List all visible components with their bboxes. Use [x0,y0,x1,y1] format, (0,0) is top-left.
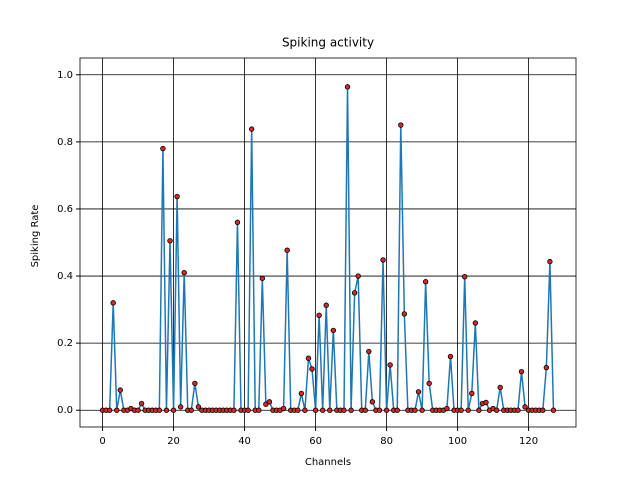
data-point [231,407,237,413]
data-point [540,407,546,413]
data-point [387,362,393,368]
data-point [327,407,333,413]
data-point [234,219,241,226]
y-tick-label: 0.6 [57,204,73,215]
data-point [493,407,500,413]
data-point [298,390,305,397]
data-point [316,312,322,318]
data-point [305,355,312,361]
data-point [135,407,141,413]
data-point [483,399,489,406]
data-point [376,407,383,413]
x-tick-label: 120 [519,436,538,447]
x-tick-label: 80 [380,436,393,447]
data-point [266,399,273,405]
y-tick-label: 0.4 [57,271,73,282]
data-point [522,404,528,410]
data-point [163,407,170,413]
data-point [138,400,145,407]
data-point [444,405,450,412]
data-point [401,311,408,317]
x-axis-label: Channels [305,457,351,468]
data-point [302,407,308,413]
data-point [295,407,301,413]
data-point [518,368,525,375]
data-point [181,269,187,276]
data-point [355,273,361,279]
data-point [114,407,120,413]
data-point [348,407,354,413]
y-tick-label: 1.0 [57,70,73,81]
data-point [366,348,372,355]
x-tick-label: 60 [309,436,322,447]
data-point [284,247,290,253]
data-point [543,364,550,371]
data-point [256,407,262,413]
data-point [192,380,198,387]
data-line [102,86,555,414]
data-point [170,407,177,413]
data-point [472,320,479,326]
data-point [383,407,390,413]
data-point [167,238,173,244]
x-tick-label: 40 [238,436,251,447]
data-point [110,300,116,306]
data-point [369,399,376,405]
data-point [415,389,422,395]
data-point [106,407,113,413]
data-point [174,193,180,200]
data-point [380,257,386,263]
data-point [312,407,319,413]
data-point [398,122,404,128]
data-point [195,404,202,410]
data-point [309,366,315,372]
data-point [458,407,464,413]
data-point [465,407,471,413]
y-tick-label: 0.0 [57,405,73,416]
data-point [497,384,503,391]
x-tick-label: 0 [99,436,105,447]
data-point [412,407,418,413]
data-point [476,407,482,413]
data-point [248,126,255,132]
data-point [188,407,195,413]
data-point [547,258,553,265]
data-point [362,407,368,413]
data-point [550,407,557,413]
data-point [351,290,358,296]
y-axis-label: Spiking Rate [30,205,41,268]
data-point [259,275,266,282]
data-point [245,407,251,413]
data-point [160,145,166,152]
data-point [344,84,351,90]
data-point [156,407,163,413]
data-point [447,353,454,360]
y-tick-label: 0.8 [57,137,73,148]
y-tick-label: 0.2 [57,338,73,349]
data-point [117,387,123,393]
data-point [394,407,400,413]
data-point [422,279,429,285]
data-point [177,404,184,410]
data-point [426,380,432,387]
x-tick-label: 20 [167,436,180,447]
data-point [330,327,337,334]
chart-title: Spiking activity [282,36,374,50]
data-point [515,407,521,413]
data-point [461,274,468,280]
data-point [341,407,347,413]
x-tick-label: 100 [448,436,467,447]
plot-frame [79,57,577,428]
data-point [280,405,287,412]
data-point [469,390,475,397]
data-point [419,407,425,413]
data-point [319,407,326,413]
data-point [323,302,329,308]
